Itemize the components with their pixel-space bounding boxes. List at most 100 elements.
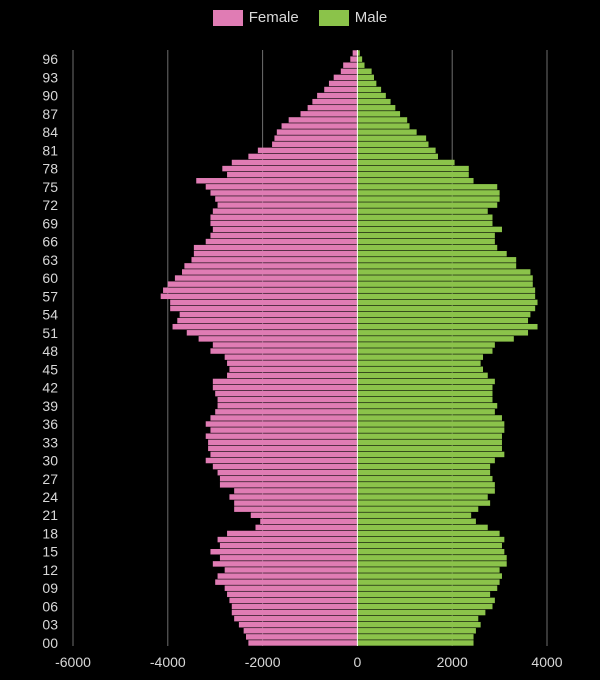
female-bar-age-57 [160, 293, 358, 300]
male-bar-age-21 [357, 512, 472, 518]
male-bar-age-24 [357, 494, 488, 500]
y-tick-label: 00 [42, 635, 58, 651]
male-bar-age-25 [357, 488, 495, 494]
male-bar-age-38 [357, 409, 495, 415]
female-bar-age-24 [229, 494, 358, 500]
male-bar-age-56 [357, 299, 538, 306]
female-bar-age-73 [215, 196, 358, 202]
legend-item-male[interactable]: Male [318, 9, 387, 26]
y-tick-label: 72 [42, 197, 58, 213]
male-bar-age-20 [357, 518, 476, 525]
male-bar-age-11 [357, 573, 502, 579]
male-bar-age-65 [357, 244, 498, 251]
female-bar-age-83 [274, 135, 358, 141]
y-tick-label: 21 [42, 507, 58, 523]
female-bar-age-15 [210, 548, 358, 555]
male-bar-age-89 [357, 98, 391, 105]
male-bar-age-64 [357, 250, 507, 257]
female-bar-age-30 [205, 457, 358, 464]
female-bar-age-1 [246, 634, 358, 640]
y-tick-label: 39 [42, 398, 58, 414]
female-bar-age-18 [227, 530, 358, 537]
male-bar-age-85 [357, 123, 410, 129]
male-bar-age-34 [357, 433, 502, 439]
male-bar-age-59 [357, 281, 533, 287]
female-bar-age-67 [210, 232, 358, 239]
male-bar-age-13 [357, 561, 507, 567]
y-tick-label: 27 [42, 471, 58, 487]
female-bar-age-19 [255, 524, 358, 531]
female-bar-age-55 [170, 305, 358, 312]
male-bar-age-92 [357, 80, 377, 87]
male-bar-age-83 [357, 135, 427, 141]
male-bar-age-73 [357, 196, 500, 202]
y-tick-label: 33 [42, 434, 58, 450]
female-bar-age-25 [234, 488, 358, 494]
male-bar-age-94 [357, 68, 372, 75]
male-bar-age-27 [357, 476, 493, 482]
y-tick-label: 57 [42, 288, 58, 304]
female-bar-age-5 [231, 609, 358, 616]
male-bar-age-19 [357, 524, 488, 531]
female-bar-age-2 [243, 628, 358, 634]
female-bar-age-38 [215, 409, 358, 415]
female-bar-age-64 [193, 250, 358, 257]
x-tick-label: 4000 [531, 654, 562, 670]
male-bar-age-84 [357, 129, 417, 135]
male-bar-age-0 [357, 640, 474, 646]
female-bar-age-27 [219, 476, 358, 482]
male-bar-age-75 [357, 184, 498, 190]
female-bar-age-78 [222, 165, 358, 172]
female-bar-age-36 [205, 421, 358, 427]
y-tick-label: 90 [42, 88, 58, 104]
female-bar-age-65 [193, 244, 358, 251]
male-bar-age-97 [357, 50, 360, 56]
female-bar-age-92 [328, 80, 358, 87]
female-bar-age-96 [350, 56, 358, 62]
male-bar-age-66 [357, 238, 495, 245]
female-bar-age-39 [217, 403, 358, 409]
y-tick-label: 30 [42, 453, 58, 469]
x-tick-label: 0 [354, 654, 362, 670]
male-bar-age-62 [357, 263, 517, 269]
male-bar-age-42 [357, 384, 493, 391]
y-tick-label: 12 [42, 562, 58, 578]
female-bar-age-29 [212, 463, 358, 470]
female-bar-age-77 [227, 171, 358, 178]
male-bar-age-14 [357, 555, 507, 561]
female-bar-age-16 [219, 542, 358, 549]
male-bar-age-26 [357, 482, 495, 488]
male-bar-age-10 [357, 579, 500, 585]
female-bar-age-28 [217, 469, 358, 476]
male-bar-age-39 [357, 403, 498, 409]
y-tick-label: 60 [42, 270, 58, 286]
female-bar-age-41 [215, 390, 358, 397]
male-bar-age-50 [357, 336, 514, 342]
female-bar-age-72 [217, 202, 358, 208]
female-bar-age-9 [224, 585, 358, 591]
male-bar-age-79 [357, 159, 455, 166]
y-tick-label: 15 [42, 544, 58, 560]
female-bar-age-4 [234, 615, 358, 622]
male-bar-age-81 [357, 147, 436, 154]
legend-swatch-female [212, 9, 243, 26]
female-bar-age-63 [191, 257, 358, 263]
male-bar-age-45 [357, 366, 484, 373]
female-bar-age-61 [182, 269, 358, 275]
legend-item-female[interactable]: Female [212, 9, 299, 26]
female-bar-age-80 [248, 153, 358, 160]
male-bar-age-22 [357, 506, 479, 512]
male-bar-age-32 [357, 445, 502, 452]
male-bar-age-36 [357, 421, 505, 427]
female-bar-age-87 [300, 111, 358, 117]
female-bar-age-45 [229, 366, 358, 373]
male-bar-age-18 [357, 530, 500, 537]
male-bar-age-17 [357, 536, 505, 543]
female-bar-age-51 [186, 330, 358, 336]
y-tick-label: 63 [42, 252, 58, 268]
y-tick-label: 66 [42, 234, 58, 250]
male-bar-age-96 [357, 56, 363, 62]
y-tick-label: 84 [42, 124, 58, 140]
female-bar-age-56 [170, 299, 358, 306]
male-bar-age-29 [357, 463, 491, 470]
